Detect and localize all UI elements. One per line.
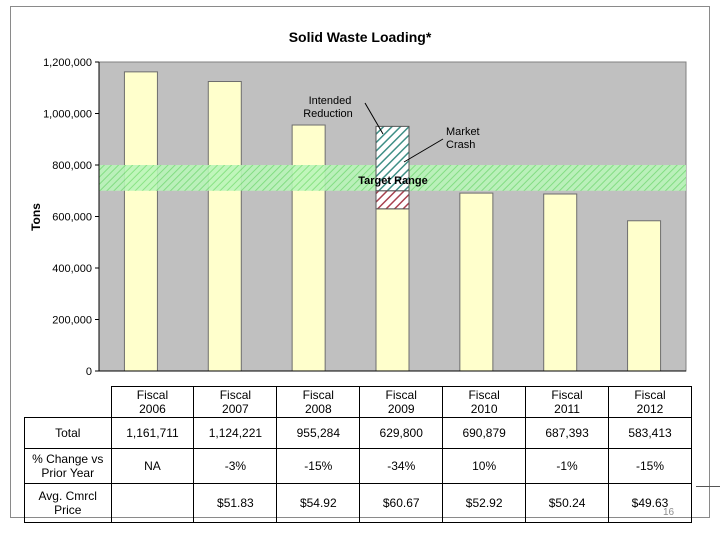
table-row: Total 1,161,711 1,124,221 955,284 629,80… — [24, 417, 692, 449]
chart-title: Solid Waste Loading* — [289, 29, 432, 45]
table-cell: $54.92 — [276, 483, 361, 523]
intended-reduction-pointer — [364, 102, 384, 135]
market-crash-label-line2: Crash — [446, 139, 475, 151]
table-cell: 690,879 — [442, 417, 527, 449]
overlay-market-crash — [375, 125, 410, 192]
table-cell: -15% — [608, 448, 692, 484]
page-number: 16 — [663, 507, 675, 518]
data-table: Fiscal 2006 Fiscal 2007 Fiscal 2008 Fiscal 2… — [24, 386, 692, 523]
table-cell: $52.92 — [442, 483, 527, 523]
table-cell: -15% — [276, 448, 361, 484]
table-cell: 1,124,221 — [193, 417, 278, 449]
y-tick-label: 1,000,000 — [43, 109, 92, 121]
chart: Solid Waste Loading* 0 200,000 400,000 600,… — [29, 29, 687, 378]
table-row: Avg. Cmrcl Price $51.83 $54.92 $60.67 $5… — [24, 483, 692, 523]
table-cell: 583,413 — [608, 417, 692, 449]
header-corner — [25, 387, 112, 418]
table-row: % Change vs Prior Year NA -3% -15% -34% … — [24, 448, 692, 484]
y-tick-label: 400,000 — [52, 263, 92, 275]
table-cell: 687,393 — [525, 417, 610, 449]
column-header: Fiscal 2010 — [442, 386, 527, 418]
y-tick-label: 1,200,000 — [43, 57, 92, 69]
column-header: Fiscal 2012 — [608, 386, 692, 418]
table-cell: $49.63 — [608, 483, 692, 523]
table-cell: -1% — [525, 448, 610, 484]
table-cell: $60.67 — [359, 483, 444, 523]
table-cell: $50.24 — [525, 483, 610, 523]
table-cell: $51.83 — [193, 483, 278, 523]
bar-fiscal-2008 — [291, 124, 326, 372]
bar-fiscal-2007 — [207, 81, 242, 372]
y-tick-label: 200,000 — [52, 315, 92, 327]
divider-line — [696, 486, 720, 487]
y-tick-label: 800,000 — [52, 160, 92, 172]
table-cell: 955,284 — [276, 417, 361, 449]
bar-fiscal-2010 — [459, 192, 494, 372]
table-cell: 1,161,711 — [110, 417, 195, 449]
bar-fiscal-2006 — [123, 71, 158, 372]
column-header: Fiscal 2008 — [276, 386, 361, 418]
market-crash-label: Market — [446, 126, 480, 138]
target-range-label: Target Range — [358, 175, 427, 187]
column-header: Fiscal 2011 — [525, 386, 610, 418]
row-label: % Change vs Prior Year — [24, 448, 112, 484]
table-cell: NA — [110, 448, 195, 484]
intended-reduction-label: Intended — [309, 95, 352, 107]
y-tick-label: 600,000 — [52, 212, 92, 224]
column-header: Fiscal 2009 — [359, 386, 444, 418]
intended-reduction-label-line2: Reduction — [303, 108, 353, 120]
bar-fiscal-2011 — [543, 193, 578, 372]
row-label: Total — [24, 417, 112, 449]
table-cell: 10% — [442, 448, 527, 484]
y-tick-label: 0 — [86, 366, 92, 378]
y-axis-label: Tons — [29, 203, 43, 231]
market-crash-pointer — [403, 138, 444, 163]
table-cell: 629,800 — [359, 417, 444, 449]
column-header: Fiscal 2007 — [193, 386, 278, 418]
overlay-intended-reduction — [375, 190, 410, 210]
table-cell: -3% — [193, 448, 278, 484]
table-header-row: Fiscal 2006 Fiscal 2007 Fiscal 2008 Fiscal 2… — [25, 386, 692, 418]
bar-fiscal-2012 — [627, 220, 662, 372]
row-label: Avg. Cmrcl Price — [24, 483, 112, 523]
bar-fiscal-2009 — [375, 208, 410, 372]
column-header: Fiscal 2006 — [110, 386, 195, 418]
table-cell — [110, 483, 195, 523]
table-cell: -34% — [359, 448, 444, 484]
